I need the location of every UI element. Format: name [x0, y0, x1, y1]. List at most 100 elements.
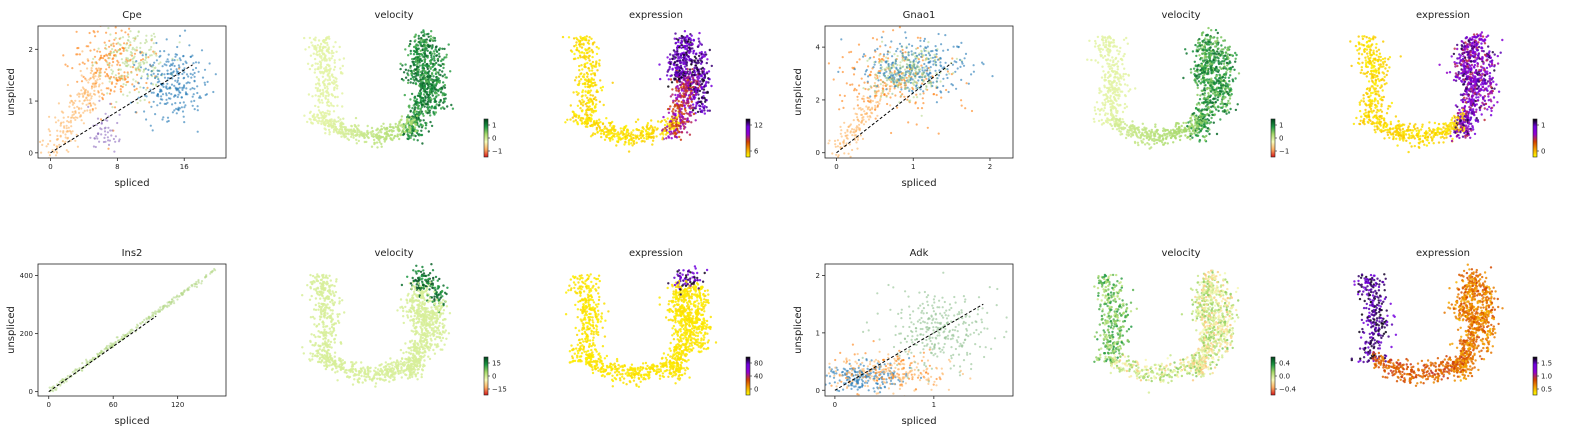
- cell-point: [98, 77, 101, 81]
- cell-point: [647, 133, 650, 136]
- cell-point: [649, 136, 653, 139]
- cell-point: [912, 96, 915, 99]
- cell-point: [104, 112, 107, 115]
- cell-point: [89, 104, 92, 107]
- cell-point: [927, 61, 930, 64]
- cell-point: [119, 88, 122, 91]
- cell-point: [175, 107, 178, 110]
- cell-point: [191, 54, 194, 57]
- cell-point: [645, 125, 648, 128]
- cell-point: [901, 54, 904, 57]
- cell-point: [693, 66, 696, 70]
- cell-point: [79, 69, 82, 73]
- cell-point: [67, 115, 70, 119]
- cell-point: [899, 64, 902, 67]
- cell-point: [414, 72, 417, 75]
- cell-point: [174, 79, 177, 82]
- cell-points: [39, 26, 217, 158]
- cell-point: [589, 93, 592, 97]
- cell-point: [173, 109, 176, 112]
- cell-point: [894, 73, 897, 76]
- cell-point: [316, 120, 319, 123]
- cell-point: [902, 74, 905, 77]
- cell-point: [414, 39, 417, 42]
- cell-point: [432, 75, 435, 78]
- cell-point: [841, 56, 844, 59]
- cell-point: [899, 50, 902, 53]
- cell-point: [409, 81, 412, 84]
- cell-point: [83, 62, 86, 65]
- cell-point: [324, 128, 327, 131]
- cell-point: [163, 50, 166, 53]
- cell-point: [439, 64, 443, 68]
- cell-point: [908, 43, 911, 46]
- cell-point: [182, 86, 185, 89]
- cell-point: [339, 131, 342, 135]
- cell-point: [109, 88, 112, 91]
- cell-point: [891, 61, 894, 65]
- cell-point: [680, 70, 683, 74]
- cell-point: [134, 36, 137, 39]
- cell-point: [916, 96, 919, 99]
- cell-point: [942, 84, 945, 88]
- cell-point: [61, 140, 64, 143]
- cell-point: [431, 39, 434, 42]
- cell-point: [314, 86, 318, 90]
- cell-point: [384, 128, 387, 131]
- cell-point: [85, 103, 88, 106]
- cell-point: [152, 32, 155, 35]
- cell-point: [356, 131, 359, 134]
- cell-point: [863, 110, 866, 113]
- cell-point: [316, 67, 319, 71]
- cell-point: [839, 142, 842, 146]
- cell-point: [947, 90, 950, 94]
- cell-point: [205, 93, 208, 96]
- cell-point: [175, 89, 178, 92]
- cell-point: [150, 82, 153, 85]
- cell-point: [328, 112, 331, 116]
- cell-point: [97, 85, 101, 88]
- cell-point: [429, 66, 432, 69]
- cell-point: [679, 52, 683, 56]
- cell-point: [333, 59, 336, 62]
- cell-point: [412, 63, 416, 67]
- cell-point: [918, 68, 921, 71]
- cell-point: [1236, 103, 1239, 106]
- cell-point: [96, 132, 99, 135]
- cell-point: [679, 64, 683, 67]
- x-axis-label: spliced: [901, 178, 936, 189]
- cell-point: [655, 135, 658, 138]
- cell-point: [432, 36, 435, 39]
- cell-point: [206, 80, 209, 83]
- cell-point: [123, 42, 126, 45]
- cell-point: [415, 110, 419, 114]
- cell-point: [644, 129, 648, 132]
- cell-point: [856, 61, 859, 64]
- cell-point: [674, 109, 677, 113]
- cell-point: [855, 89, 858, 92]
- cell-point: [879, 71, 882, 75]
- cell-point: [335, 129, 338, 132]
- cell-point: [357, 139, 360, 143]
- cell-point: [114, 55, 118, 58]
- cell-point: [139, 69, 142, 72]
- cell-point: [113, 38, 116, 41]
- cell-point: [159, 61, 162, 64]
- cell-point: [48, 115, 51, 118]
- cell-point: [679, 83, 682, 87]
- cell-point: [575, 46, 579, 50]
- cell-point: [190, 76, 193, 79]
- cell-point: [137, 62, 140, 65]
- cell-point: [330, 52, 333, 55]
- cell-point: [430, 30, 433, 33]
- cell-point: [417, 92, 421, 95]
- cell-point: [330, 122, 333, 125]
- cell-point: [444, 93, 447, 96]
- cell-point: [429, 120, 432, 124]
- cell-point: [411, 57, 414, 61]
- cell-point: [852, 119, 855, 122]
- cell-point: [428, 90, 432, 93]
- cell-point: [106, 61, 109, 64]
- cell-point: [86, 99, 89, 102]
- cell-point: [332, 104, 335, 108]
